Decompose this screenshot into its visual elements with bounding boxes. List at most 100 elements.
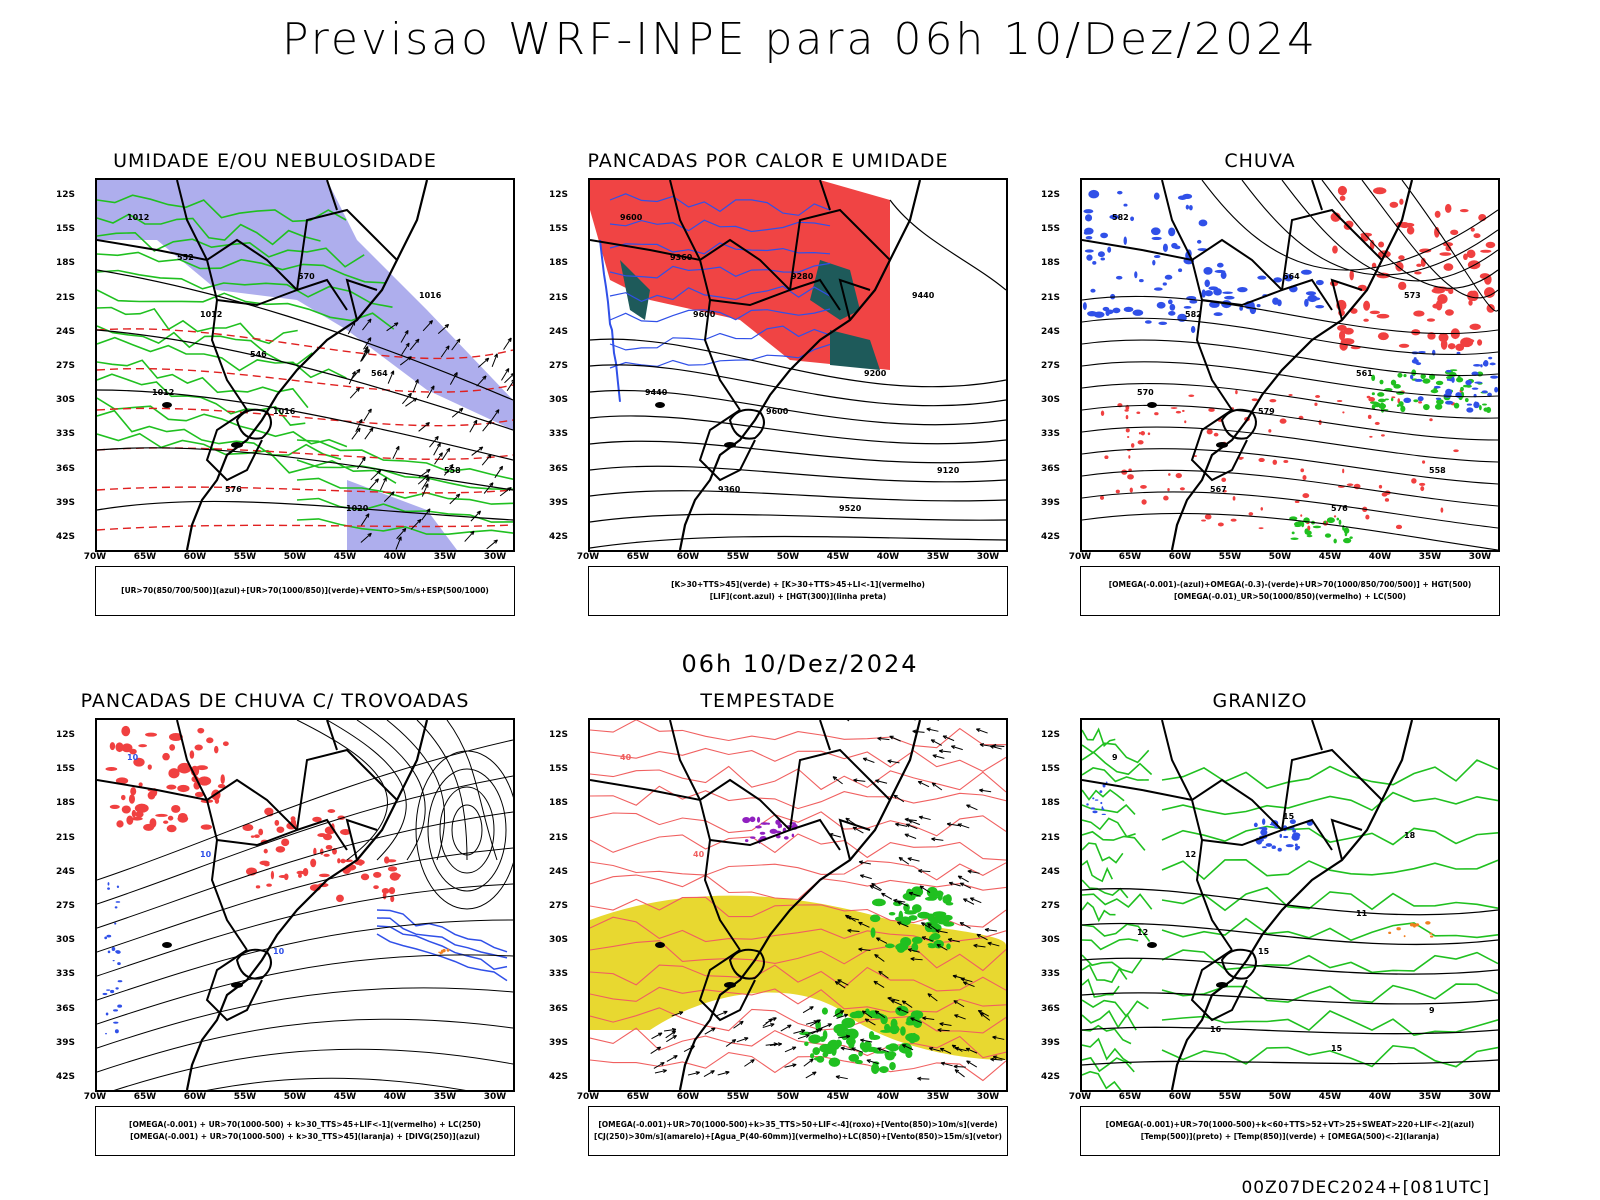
wind-vector [979,1012,991,1021]
precipitable-water-contour [590,785,1006,810]
omega-area [1090,288,1096,293]
precipitable-water-contour [590,1007,1006,1034]
state-border [326,180,378,321]
temp850-contour [1161,759,1498,790]
thunderstorm-area [255,885,261,889]
wind-vector [858,921,870,928]
wind-vector [833,1010,845,1018]
omega-area [1403,397,1412,403]
rain-area [1232,496,1236,501]
divergence-area [106,989,111,991]
longitude-label: 35W [433,1092,457,1102]
thunderstorm-area [197,776,212,786]
convection-area [742,816,751,824]
temp850-contour [1082,1009,1137,1031]
wind-850-area [850,1054,859,1062]
wind-vector [481,453,492,466]
rain-area [1420,257,1426,267]
streamline [97,739,513,881]
rain-area [1342,468,1345,474]
country-border [176,720,248,951]
humidity-contour [296,518,513,536]
longitude-label: 65W [133,552,157,562]
omega-area [1418,350,1426,354]
pressure-contour [97,389,513,461]
omega-area [1489,362,1496,366]
longitude-label: 30W [1468,1092,1492,1102]
temp850-contour [1161,1010,1498,1037]
omega-area [1130,216,1135,222]
precipitable-water-contour [590,964,1006,992]
lagoon-outline [728,408,765,440]
streamline [427,768,507,892]
contour-label: 9600 [693,310,716,319]
wind-vector [927,923,938,931]
omega-area [1481,390,1488,394]
rain-area [1439,252,1452,256]
height-contour [889,199,1006,291]
map-layers: 9600 9600 9600 9520 9440 9440 9360 9280 9200 9120… [590,180,1006,550]
thunderstorm-area [250,835,255,838]
omega-area [1204,279,1210,288]
rain-area [1384,498,1390,502]
longitude-label: 45W [333,552,357,562]
wind-vector [962,898,975,905]
omega-area [1084,249,1094,253]
omega-area [1144,320,1152,324]
omega-500-area [1415,923,1420,927]
latitude-label: 39S [548,1037,568,1048]
wind-vector [486,539,498,550]
omega-500-area [1388,931,1392,934]
rain-area [1453,449,1459,453]
height-contour [1401,180,1498,312]
latitude-label: 18S [548,258,568,269]
thunderstorm-area [147,764,152,770]
omega-area [1190,325,1196,334]
thunderstorm-area [171,805,181,813]
lifted-index-contour [609,308,831,323]
wind-vector [351,427,361,440]
longitude-label: 65W [1118,552,1142,562]
thunderstorm-area [147,791,156,800]
contour-label: 16 [1210,1025,1222,1034]
wind-vector [409,338,420,351]
latitude-label: 36S [1040,1003,1060,1014]
omega-area [1092,261,1097,265]
wind-vector [992,1035,1005,1040]
state-border [819,720,871,861]
thunderstorm-area [149,818,157,828]
height-contour [1082,317,1498,356]
humidity-contour [296,477,513,505]
wind-vector [939,1022,952,1027]
wind-vector [399,356,412,366]
strong-omega-area [1343,537,1352,544]
rain-area [1443,263,1454,271]
thunderstorm-area [169,744,176,751]
wind-vector [704,1027,716,1035]
height-contour [590,338,1006,388]
temp850-contour [1161,858,1498,881]
convection-area [750,836,756,839]
latitude-label: 39S [55,1037,75,1048]
hail-area [1265,843,1273,847]
wind-vector [881,892,893,900]
wind-850-area [909,1033,920,1043]
wind-850-area [804,1041,809,1047]
wind-vector [932,754,945,759]
map-frame: 10 10 10 [95,718,515,1092]
wind-vector [441,447,451,461]
thunderstorm-area [109,804,120,809]
convection-area [783,836,789,840]
strong-omega-area [1435,380,1444,386]
wind-vector [736,1037,749,1043]
wind-850-area [880,1014,888,1025]
omega-area [1471,387,1479,390]
rain-area [1221,477,1227,483]
longitude-label: 40W [1368,1092,1392,1102]
state-border [789,208,891,291]
map-panel-pancadas: PANCADAS POR CALOR E UMIDADE 9600 9600 9600… [548,150,1008,650]
temp850-contour [1082,978,1120,998]
country-border [1161,180,1233,411]
longitude-label: 50W [283,552,307,562]
humidity-contour [296,439,513,480]
